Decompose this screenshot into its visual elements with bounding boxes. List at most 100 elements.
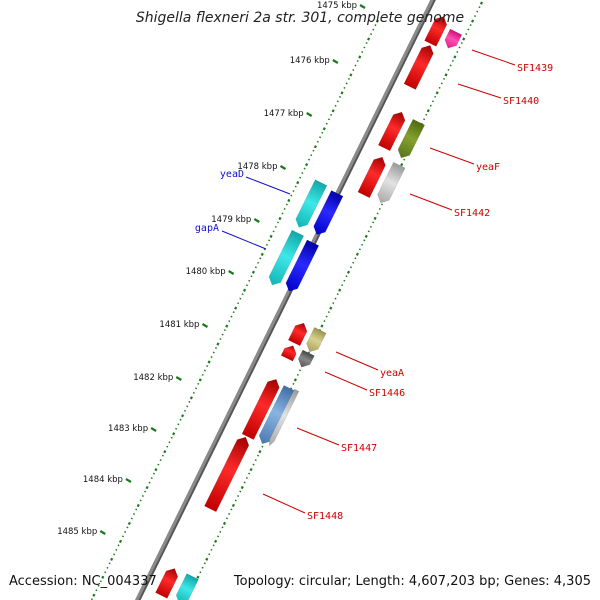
tick-mark xyxy=(281,212,284,215)
tick-mark xyxy=(175,427,178,430)
tick-mark xyxy=(234,499,237,502)
tick-mark xyxy=(310,154,313,157)
tick-mark xyxy=(321,131,324,134)
tick-mark xyxy=(400,162,404,167)
gene-label-leader xyxy=(429,147,475,165)
kbp-tick-label: 1481 kbp xyxy=(159,320,199,330)
tick-mark xyxy=(135,508,138,511)
gene-gapa xyxy=(268,229,305,286)
tick-mark xyxy=(239,297,242,300)
tick-mark xyxy=(118,539,123,543)
tick-mark xyxy=(106,566,109,569)
tick-mark xyxy=(254,459,257,462)
gene-label: gapA xyxy=(195,223,219,234)
genome-title: Shigella flexneri 2a str. 301, complete … xyxy=(135,10,465,26)
tick-mark xyxy=(206,364,209,367)
tick-mark xyxy=(349,266,353,269)
tick-mark xyxy=(479,1,483,5)
tick-mark xyxy=(278,216,282,221)
tick-mark xyxy=(363,239,366,242)
tick-mark xyxy=(453,55,457,59)
tick-mark xyxy=(230,315,233,318)
tick-mark xyxy=(327,118,330,121)
kbp-tick-label: 1480 kbp xyxy=(186,267,226,277)
tick-mark xyxy=(195,387,198,390)
tick-mark xyxy=(268,239,271,242)
tick-mark xyxy=(319,136,322,139)
gene-label: yeaD xyxy=(220,169,244,180)
tick-mark xyxy=(369,225,372,228)
gene-label-leader xyxy=(262,493,306,514)
tick-mark xyxy=(168,441,171,444)
tick-mark xyxy=(285,203,288,206)
tick-mark xyxy=(355,252,359,256)
tick-mark xyxy=(221,526,224,529)
gene-label-leader xyxy=(296,427,340,446)
tick-mark xyxy=(241,293,244,296)
tick-mark xyxy=(356,60,359,62)
tick-mark xyxy=(92,593,96,597)
tick-mark xyxy=(370,33,373,36)
tick-mark xyxy=(130,517,133,520)
tick-mark xyxy=(380,203,384,206)
tick-mark xyxy=(469,24,472,27)
tick-mark xyxy=(97,584,100,587)
tick-mark xyxy=(343,86,346,89)
tick-mark xyxy=(251,270,255,274)
kbp-tick-label: 1477 kbp xyxy=(264,109,304,119)
kbp-tick xyxy=(201,323,209,328)
tick-mark xyxy=(332,302,335,305)
tick-mark xyxy=(296,373,299,376)
gene-gapa-b xyxy=(285,239,320,292)
tick-mark xyxy=(152,472,156,475)
tick-mark xyxy=(444,73,448,77)
kbp-tick-label: 1475 kbp xyxy=(317,1,357,11)
tick-mark xyxy=(301,172,304,175)
tick-mark xyxy=(363,46,366,49)
tick-mark xyxy=(460,42,463,44)
gene-sf1438 xyxy=(424,16,448,47)
tick-mark xyxy=(462,37,466,41)
tick-mark xyxy=(429,104,432,107)
tick-mark xyxy=(196,575,200,579)
tick-mark xyxy=(313,145,317,149)
gene-yeaf xyxy=(397,118,426,159)
tick-mark xyxy=(259,257,262,260)
tick-mark xyxy=(447,68,450,71)
tick-mark xyxy=(104,571,107,574)
tick-mark xyxy=(290,194,293,197)
tick-mark xyxy=(299,369,302,372)
tick-mark xyxy=(449,64,452,67)
gene-bottom-a xyxy=(155,568,179,599)
tick-mark xyxy=(170,436,173,439)
kbp-tick-label: 1476 kbp xyxy=(290,56,330,66)
kbp-tick-label: 1483 kbp xyxy=(108,424,148,434)
tick-mark xyxy=(157,463,160,466)
tick-mark xyxy=(272,230,275,233)
gene-label-leader xyxy=(245,176,291,195)
tick-mark xyxy=(323,320,326,323)
kbp-tick-label: 1485 kbp xyxy=(57,527,97,537)
tick-mark xyxy=(248,279,251,282)
tick-mark xyxy=(329,306,333,310)
tick-mark xyxy=(144,490,147,493)
kbp-tick-label: 1479 kbp xyxy=(211,215,251,225)
gene-label-leader xyxy=(457,83,502,99)
tick-mark xyxy=(352,68,355,71)
gene-sf1440 xyxy=(403,45,434,90)
tick-mark xyxy=(345,275,348,278)
tick-mark xyxy=(292,190,295,193)
kbp-tick-label: 1482 kbp xyxy=(133,373,173,383)
tick-mark xyxy=(456,50,459,53)
tick-mark xyxy=(283,208,286,210)
tick-mark xyxy=(261,445,264,448)
tick-mark xyxy=(345,82,348,85)
tick-mark xyxy=(307,158,311,161)
tick-mark xyxy=(223,329,226,332)
tick-mark xyxy=(376,212,379,215)
kbp-tick xyxy=(359,4,366,9)
tick-mark xyxy=(340,91,344,95)
tick-mark xyxy=(358,248,361,251)
backbone-layer xyxy=(135,0,436,600)
